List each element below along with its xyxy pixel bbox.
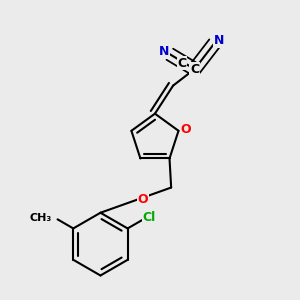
Text: C: C: [178, 57, 187, 70]
Text: Cl: Cl: [143, 211, 156, 224]
Text: N: N: [159, 45, 169, 58]
Text: O: O: [138, 193, 148, 206]
Text: O: O: [181, 123, 191, 136]
Text: C: C: [190, 63, 199, 76]
Text: N: N: [214, 34, 224, 47]
Text: CH₃: CH₃: [29, 213, 52, 223]
